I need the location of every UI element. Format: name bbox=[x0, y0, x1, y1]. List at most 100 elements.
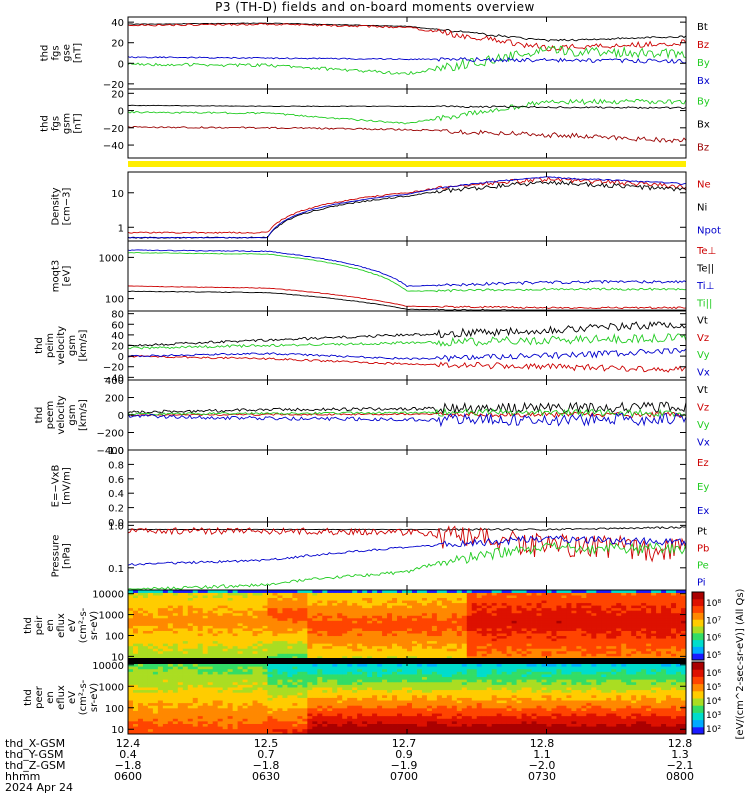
x-gsm-2: 12.7 bbox=[391, 737, 417, 750]
ylabel-density: Density bbox=[51, 187, 62, 225]
colorbar-label: [eV/(cm^2-sec-sr-eV)] (All Qs) bbox=[735, 588, 746, 739]
series-temp-Ti⊥ bbox=[127, 249, 687, 288]
xaxis-row-hhmm: hhmm bbox=[5, 770, 41, 783]
legend-peem_vel-Vx: Vx bbox=[697, 437, 710, 448]
series-density-Ni bbox=[127, 180, 687, 239]
ylabel-peir_spec: thd bbox=[23, 617, 34, 634]
hhmm-0: 0600 bbox=[114, 770, 142, 783]
ytick-label: 0 bbox=[118, 59, 124, 70]
x-gsm-3: 12.8 bbox=[529, 737, 555, 750]
ytick-label: 0 bbox=[118, 107, 124, 118]
legend-fgs_gsm-Bx: Bx bbox=[697, 120, 710, 131]
legend-peim_vel-Vx: Vx bbox=[697, 367, 710, 378]
ylabel-density: [cm−3] bbox=[62, 188, 73, 226]
series-pressure-Pb bbox=[127, 525, 687, 563]
ytick-label: 100 bbox=[105, 704, 124, 715]
ylabel-peem_vel: [km/s] bbox=[78, 399, 89, 431]
z-gsm-0: −1.8 bbox=[114, 759, 142, 772]
ylabel-peer_spec: peer bbox=[34, 685, 45, 709]
y-gsm-2: 0.9 bbox=[395, 748, 413, 761]
hhmm-4: 0800 bbox=[666, 770, 694, 783]
series-fgs_gsm-Bz bbox=[127, 126, 687, 144]
legend-temp-Ti⊥: Ti⊥ bbox=[696, 281, 714, 292]
ylabel-peer_spec: en bbox=[45, 691, 56, 704]
legend-peem_vel-Vt: Vt bbox=[697, 385, 708, 396]
ylabel-efield: E=−VxB bbox=[51, 465, 62, 508]
legend-peem_vel-Vz: Vz bbox=[697, 402, 709, 413]
panel-frame-density bbox=[127, 171, 687, 242]
ytick-label: 0.1 bbox=[108, 564, 124, 575]
panel-frame-peim_vel bbox=[127, 310, 687, 381]
legend-pressure-Pe: Pe bbox=[697, 561, 709, 572]
series-fgs_gse-Bt bbox=[128, 22, 687, 42]
z-gsm-3: −2.0 bbox=[528, 759, 556, 772]
colorbar-upper-tick: 10⁶ bbox=[706, 634, 721, 644]
ytick-label: 200 bbox=[105, 394, 124, 405]
legend-fgs_gse-Bz: Bz bbox=[697, 40, 709, 51]
colorbar-upper-tick: 10⁷ bbox=[706, 616, 721, 626]
y-gsm-3: 1.1 bbox=[533, 748, 551, 761]
legend-fgs_gse-By: By bbox=[697, 58, 710, 69]
legend-fgs_gse-Bx: Bx bbox=[697, 76, 710, 87]
legend-peim_vel-Vz: Vz bbox=[697, 333, 709, 344]
legend-temp-Te||: Te|| bbox=[696, 263, 714, 274]
ylabel-pressure: [nPa] bbox=[62, 543, 73, 569]
ylabel-peer_spec: eV bbox=[67, 691, 78, 704]
legend-efield-Ez: Ez bbox=[697, 458, 709, 469]
z-gsm-1: −1.8 bbox=[252, 759, 280, 772]
ylabel-peir_spec: sr-eV) bbox=[89, 611, 100, 640]
ylabel-peim_vel: thd bbox=[34, 337, 45, 354]
ylabel-peir_spec: en bbox=[45, 619, 56, 632]
ylabel-peer_spec: (cm²-s- bbox=[78, 679, 89, 715]
ion-spectrogram bbox=[128, 590, 687, 662]
ylabel-peem_vel: velocity bbox=[56, 395, 67, 434]
legend-pressure-Pt: Pt bbox=[697, 527, 707, 538]
series-pressure-Pi bbox=[127, 535, 687, 566]
x-gsm-1: 12.5 bbox=[253, 737, 279, 750]
colorbar-lower-tick: 10⁶ bbox=[706, 669, 721, 679]
ytick-label: 60 bbox=[111, 320, 124, 331]
ytick-label: 1000 bbox=[99, 682, 124, 693]
colorbar-upper-tick: 10⁸ bbox=[706, 599, 721, 609]
series-pressure-Pt bbox=[127, 526, 687, 531]
ylabel-fgs_gsm: thd bbox=[40, 115, 51, 132]
ylabel-peem_vel: thd bbox=[34, 407, 45, 424]
ytick-label: 1000 bbox=[99, 611, 124, 622]
colorbar-lower-tick: 10³ bbox=[706, 711, 721, 721]
ytick-label: 1000 bbox=[99, 253, 124, 264]
ylabel-peim_vel: peim bbox=[45, 333, 56, 358]
series-fgs_gsm-Bx bbox=[127, 104, 687, 110]
y-gsm-4: 1.3 bbox=[671, 748, 689, 761]
ytick-label: −40 bbox=[103, 141, 124, 152]
series-peim_vel-Vz bbox=[127, 354, 687, 373]
ytick-label: −200 bbox=[97, 429, 124, 440]
ytick-label: 20 bbox=[111, 89, 124, 100]
xaxis-row-date: 2024 Apr 24 bbox=[5, 781, 74, 794]
ytick-label: 0.8 bbox=[108, 460, 124, 471]
colorbar-lower: 10⁶ 10⁵ 10⁴ 10³ 10² bbox=[691, 661, 721, 735]
status-bar bbox=[128, 161, 686, 167]
legend-density-Ni: Ni bbox=[697, 203, 707, 214]
ytick-label: −20 bbox=[103, 124, 124, 135]
series-peim_vel-Vy bbox=[127, 332, 687, 350]
ylabel-temp: moqt3 bbox=[51, 260, 62, 293]
colorbar-upper: 10⁸ 10⁷ 10⁶ 10⁵ bbox=[691, 591, 721, 661]
series-peim_vel-Vx bbox=[127, 348, 687, 363]
series-temp-Ti|| bbox=[127, 252, 686, 293]
y-gsm-0: 0.4 bbox=[119, 748, 137, 761]
electron-spectrogram bbox=[128, 661, 687, 735]
legend-peem_vel-Vy: Vy bbox=[697, 420, 710, 431]
legend-peim_vel-Vt: Vt bbox=[697, 316, 708, 327]
legend-temp-Te⊥: Te⊥ bbox=[696, 246, 716, 257]
xaxis-row-z: thd_Z-GSM bbox=[5, 759, 66, 772]
ylabel-peem_vel: gsm bbox=[67, 404, 78, 425]
ylabel-peer_spec: thd bbox=[23, 689, 34, 706]
ytick-label: 0 bbox=[118, 352, 124, 363]
ylabel-peim_vel: gsm bbox=[67, 335, 78, 356]
xaxis-row-x: thd_X-GSM bbox=[5, 737, 66, 750]
ylabel-fgs_gse: fgs bbox=[51, 45, 62, 60]
xaxis-row-y: thd_Y-GSM bbox=[5, 748, 64, 761]
ytick-label: 10 bbox=[111, 725, 124, 736]
ytick-label: 10 bbox=[111, 652, 124, 663]
